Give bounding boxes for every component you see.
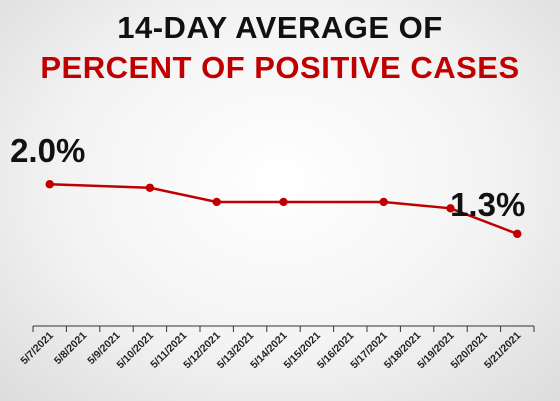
- x-tick-label-group: 5/8/2021: [52, 330, 89, 367]
- data-point: [279, 197, 288, 207]
- data-point: [379, 197, 388, 207]
- x-tick-label-group: 5/21/2021: [482, 330, 524, 372]
- data-point: [212, 197, 221, 207]
- data-point: [513, 229, 522, 239]
- x-tick-label: 5/8/2021: [52, 330, 89, 367]
- data-labels: 2.0% 1.3%: [10, 132, 525, 223]
- x-axis: 5/7/20215/8/20215/9/20215/10/20215/11/20…: [18, 325, 535, 372]
- x-tick-label: 5/21/2021: [482, 330, 524, 372]
- data-label: 2.0%: [10, 132, 85, 169]
- chart-title-line1: 14-DAY AVERAGE OF: [117, 10, 443, 45]
- data-point: [45, 180, 54, 189]
- x-tick-label-group: 5/7/2021: [18, 330, 55, 367]
- series-line: [45, 180, 522, 239]
- x-tick-label: 5/7/2021: [18, 330, 55, 367]
- data-point: [446, 204, 455, 213]
- data-point: [145, 183, 155, 192]
- chart-title-line2: PERCENT OF POSITIVE CASES: [40, 50, 520, 85]
- data-label: 1.3%: [450, 186, 525, 223]
